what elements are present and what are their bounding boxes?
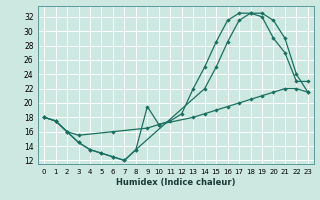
X-axis label: Humidex (Indice chaleur): Humidex (Indice chaleur) (116, 178, 236, 187)
